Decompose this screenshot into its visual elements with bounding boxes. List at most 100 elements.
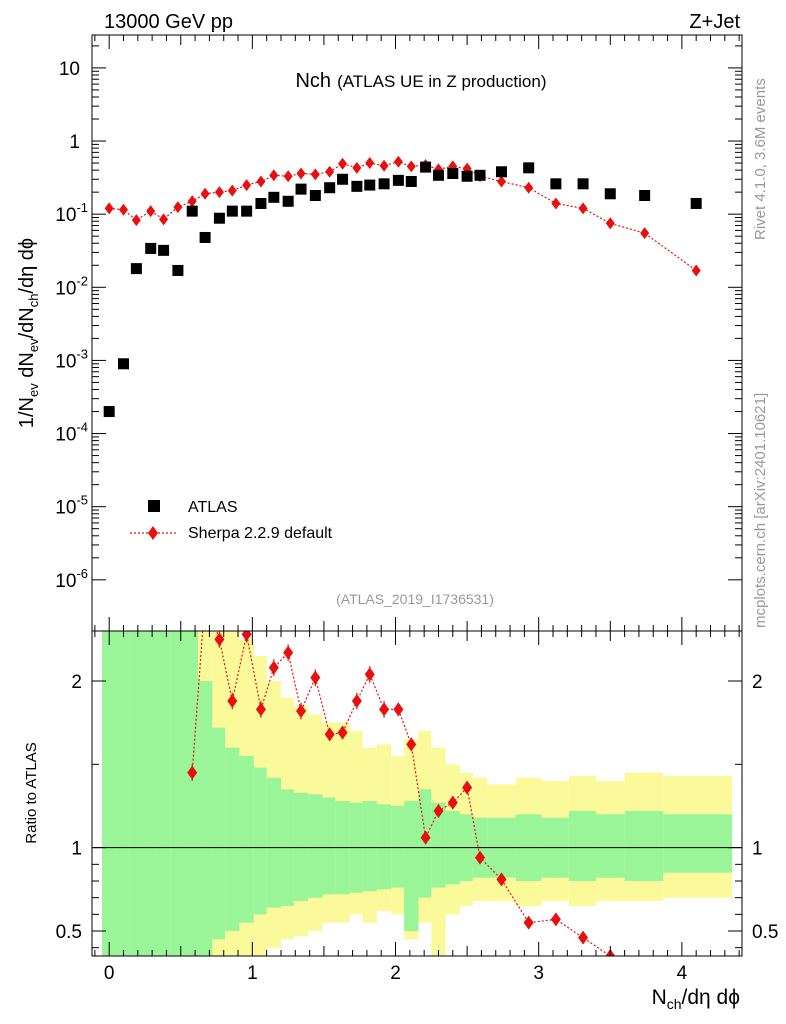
mc-point (131, 214, 141, 227)
data-point (213, 212, 225, 224)
mc-point (104, 202, 114, 215)
ratio-y-tick-label: 1 (71, 839, 82, 860)
data-point (392, 174, 404, 186)
band-inner-bin (376, 804, 392, 890)
mc-point (200, 187, 210, 200)
band-inner-bin (129, 631, 144, 956)
ratio-point (364, 667, 375, 682)
band-inner-bin (293, 792, 309, 901)
data-point (405, 175, 417, 187)
band-inner-bin (102, 631, 117, 956)
ratio-point (474, 850, 485, 865)
data-point (474, 169, 486, 181)
ratio-point (379, 702, 390, 717)
band-inner-bin (253, 767, 267, 915)
mc-point (578, 202, 588, 215)
data-point (351, 180, 363, 192)
ratio-point (351, 694, 362, 708)
ratio-point (433, 804, 444, 818)
data-point (226, 205, 238, 217)
data-point (255, 197, 267, 209)
ratio-point (406, 737, 417, 752)
legend-mc-label: Sherpa 2.2.9 default (188, 525, 333, 542)
mc-point (187, 195, 197, 208)
band-inner-bin (197, 681, 213, 956)
mc-point (379, 159, 389, 172)
mcplots-label: mcplots.cern.ch [arXiv:2401.10621] (752, 393, 769, 628)
band-inner-bin (170, 631, 186, 956)
ratio-point (447, 795, 458, 810)
mc-point (325, 165, 335, 178)
data-point (690, 197, 702, 209)
analysis-id: (ATLAS_2019_I1736531) (336, 591, 494, 607)
ratio-point (227, 694, 238, 708)
band-inner-bin (212, 727, 226, 940)
x-tick-label: 0 (104, 963, 115, 984)
band-inner-bin (239, 756, 254, 923)
mc-point (256, 175, 266, 188)
band-inner-bin (225, 747, 240, 931)
ratio-y-axis-title: Ratio to ATLAS (23, 742, 40, 843)
ratio-point (200, 591, 210, 605)
y-tick-label: 10-3 (55, 346, 88, 372)
band-inner-bin (266, 777, 281, 908)
band-inner-bin (404, 801, 419, 931)
ratio-point (255, 702, 266, 717)
mc-point (691, 264, 701, 277)
ratio-point (214, 632, 225, 647)
data-point (420, 161, 432, 173)
mc-point (365, 157, 375, 170)
ratio-point (496, 872, 507, 887)
ratio-point (420, 830, 431, 845)
ratio-point (393, 702, 404, 717)
mc-point (605, 217, 615, 230)
ratio-line (191, 631, 611, 956)
data-point (158, 244, 170, 256)
band-inner-bin (663, 814, 732, 873)
band-inner-bin (143, 631, 157, 956)
mc-point (338, 157, 348, 170)
y-tick-label: 10-5 (55, 493, 88, 519)
data-point (432, 169, 444, 181)
ratio-point (296, 704, 307, 718)
data-point (447, 167, 459, 179)
data-point (172, 264, 184, 276)
mc-point (352, 161, 362, 174)
y-tick-label: 10-6 (55, 566, 88, 592)
band-inner-bin (116, 631, 130, 956)
ratio-panel: 0.5 0.5 1 1 2 2 0 1 2 3 4 Ratio to ATLAS Nch/dη dϕ (23, 591, 778, 1012)
data-point (295, 183, 307, 195)
data-point (268, 191, 280, 203)
band-inner-bin (156, 631, 171, 956)
y-tick-label: 10-1 (55, 200, 88, 226)
main-series (103, 155, 702, 418)
data-point (145, 242, 157, 254)
data-point (324, 182, 336, 194)
data-point (639, 189, 651, 201)
mc-point (524, 181, 534, 194)
legend-mc-marker (148, 526, 158, 540)
mc-point (551, 197, 561, 210)
mc-point (242, 179, 252, 192)
band-inner-bin (568, 811, 596, 881)
mc-point (640, 227, 650, 240)
chart-title-main: Nch (295, 70, 331, 92)
data-point (550, 178, 562, 190)
x-tick-label: 3 (533, 963, 544, 984)
legend-data-label: ATLAS (188, 499, 238, 516)
ratio-y-tick-label-right: 1 (752, 839, 763, 860)
band-inner-bin (322, 797, 336, 895)
main-panel: 10-6 10-5 10-4 10-3 10-2 10-1 1 10 Nch (ATLAS UE… (16, 34, 743, 632)
mc-point (393, 155, 403, 168)
ratio-series (187, 591, 616, 956)
band-inner-bin (431, 802, 446, 888)
y-tick-label: 10 (59, 59, 80, 80)
mc-point (496, 175, 506, 188)
ratio-point (462, 780, 473, 795)
data-point (241, 205, 253, 217)
data-point (186, 205, 198, 217)
legend: ATLAS Sherpa 2.2.9 default (130, 499, 333, 542)
x-tick-label: 4 (677, 963, 688, 984)
ratio-point (187, 765, 198, 780)
ratio-point (578, 930, 589, 945)
